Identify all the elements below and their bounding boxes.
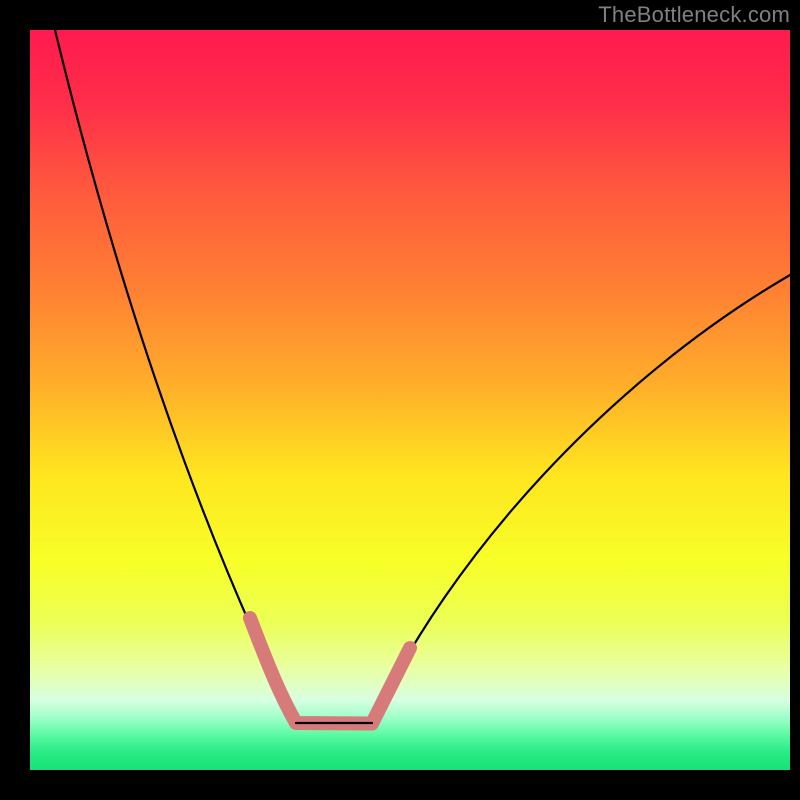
watermark-label: TheBottleneck.com: [598, 2, 790, 28]
bottleneck-chart: [0, 0, 800, 800]
chart-stage: TheBottleneck.com: [0, 0, 800, 800]
